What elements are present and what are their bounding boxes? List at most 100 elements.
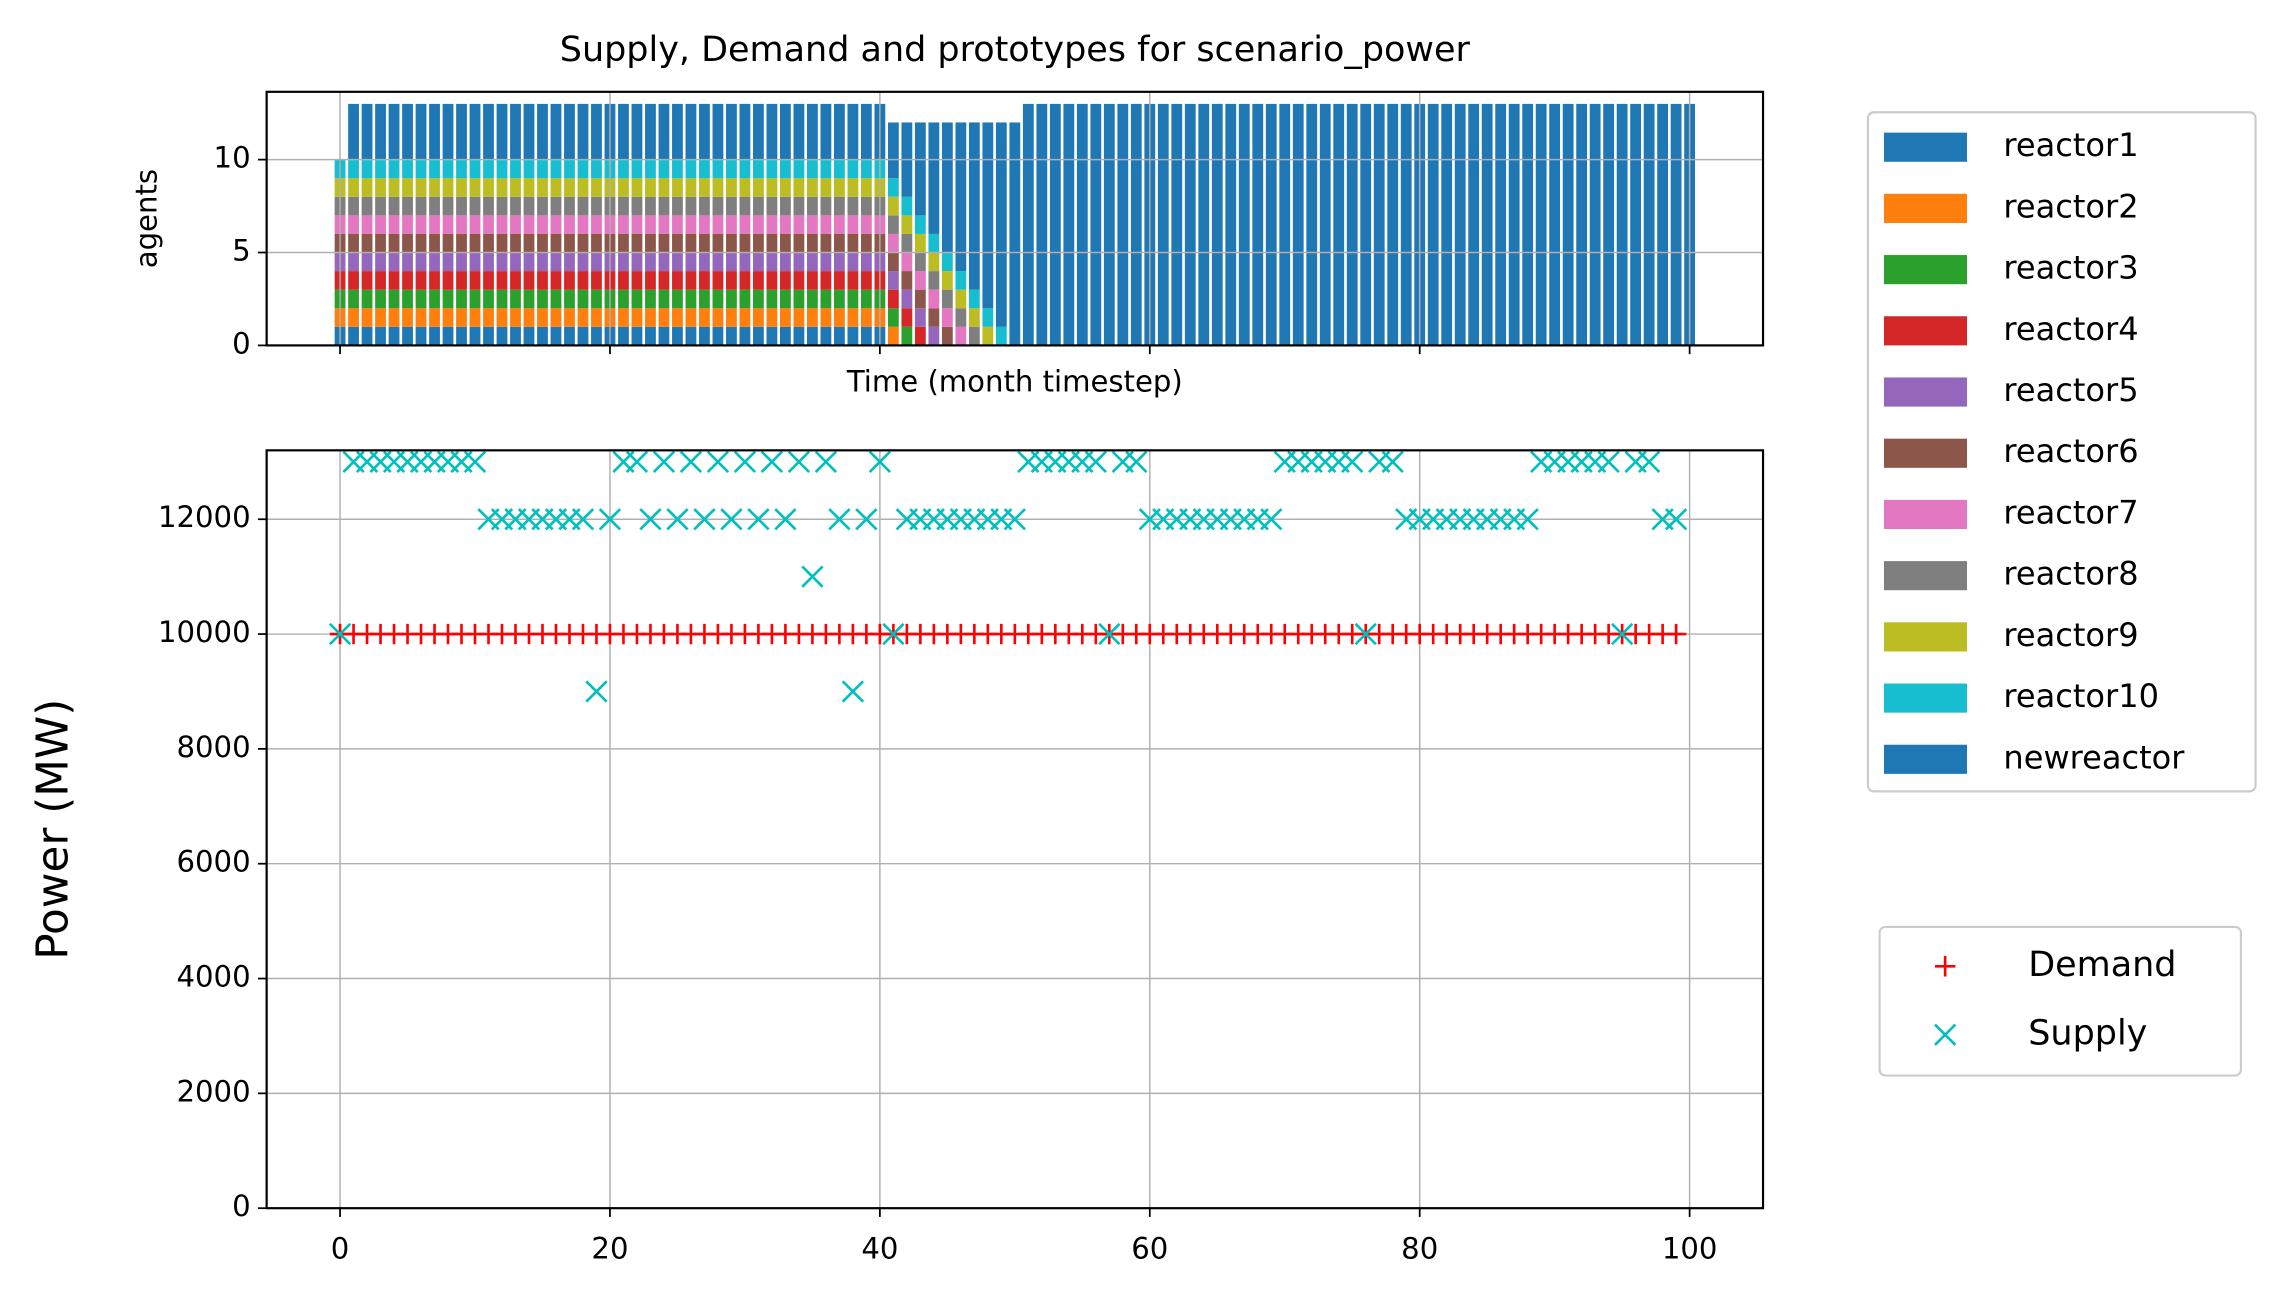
bar — [429, 326, 440, 346]
bar — [820, 103, 832, 160]
bar — [618, 252, 629, 272]
bar — [388, 159, 400, 179]
bar — [591, 326, 602, 346]
bar — [780, 196, 791, 216]
bar — [1265, 103, 1277, 346]
bar — [887, 122, 899, 179]
bar — [456, 233, 467, 253]
bar — [739, 233, 751, 253]
bar — [941, 326, 953, 346]
bar — [914, 122, 926, 216]
bar — [901, 196, 913, 216]
bar — [456, 289, 467, 309]
bar — [483, 196, 494, 216]
legend-marker — [1934, 1023, 1957, 1046]
legend-swatch — [1883, 316, 1968, 346]
bar — [766, 215, 778, 234]
bar — [631, 196, 643, 216]
bar — [645, 271, 656, 290]
bar — [415, 233, 427, 253]
bar — [672, 196, 683, 216]
bar — [1184, 103, 1196, 346]
bar — [807, 289, 818, 309]
bar — [496, 103, 508, 160]
bar — [415, 159, 427, 179]
bar — [847, 215, 859, 234]
bar — [537, 196, 548, 216]
bar — [415, 271, 427, 290]
bar — [388, 326, 400, 346]
bar — [456, 252, 467, 272]
bar — [780, 289, 791, 309]
legend-label: newreactor — [2003, 738, 2185, 776]
bar — [699, 233, 710, 253]
bar — [1009, 122, 1021, 346]
bar — [658, 233, 670, 253]
bar — [564, 178, 575, 197]
bar — [807, 196, 818, 216]
bar — [712, 326, 724, 346]
bar — [388, 103, 400, 160]
bar — [901, 308, 913, 327]
bar — [766, 159, 778, 179]
bar — [577, 215, 589, 234]
marker — [720, 508, 743, 531]
bar — [807, 215, 818, 234]
bar — [753, 326, 764, 346]
bar — [672, 178, 683, 197]
bar — [1333, 103, 1345, 346]
legend-swatch — [1883, 132, 1968, 162]
bar — [442, 326, 454, 346]
bar — [807, 271, 818, 290]
y-tick-label: 2000 — [176, 1074, 250, 1108]
bar — [860, 271, 872, 290]
bar — [442, 215, 454, 234]
bar — [753, 178, 764, 197]
marker — [585, 680, 608, 703]
bar — [901, 289, 913, 309]
bar — [1522, 103, 1534, 346]
marker — [328, 622, 352, 646]
bar — [591, 196, 602, 216]
plot-area — [328, 450, 1688, 703]
y-tick-label: 6000 — [176, 845, 250, 879]
bar — [402, 252, 413, 272]
legend-swatch — [1883, 438, 1968, 468]
bar — [577, 178, 589, 197]
bar — [469, 178, 481, 197]
bar — [847, 103, 859, 160]
bar — [631, 103, 643, 160]
bar — [361, 233, 373, 253]
bar — [793, 271, 805, 290]
bar — [955, 271, 967, 290]
bar — [672, 326, 683, 346]
bar — [510, 252, 521, 272]
bar — [685, 289, 697, 309]
marker — [760, 450, 784, 473]
bar — [928, 271, 940, 290]
bar — [914, 215, 926, 234]
bar — [537, 271, 548, 290]
bar — [375, 178, 386, 197]
bar — [618, 326, 629, 346]
bar — [955, 122, 967, 272]
bar — [901, 252, 913, 272]
bar — [415, 326, 427, 346]
bar — [793, 233, 805, 253]
bar — [712, 252, 724, 272]
marker — [666, 508, 689, 531]
bar — [631, 233, 643, 253]
bar — [658, 289, 670, 309]
bar — [496, 233, 508, 253]
bar — [402, 159, 413, 179]
marker — [828, 508, 851, 531]
bar — [523, 159, 535, 179]
bar — [766, 233, 778, 253]
y-tick-label: 10000 — [158, 615, 251, 649]
bar — [483, 103, 494, 160]
bar — [631, 159, 643, 179]
bar — [833, 289, 845, 309]
bar — [712, 196, 724, 216]
bar — [699, 196, 710, 216]
bar — [510, 271, 521, 290]
